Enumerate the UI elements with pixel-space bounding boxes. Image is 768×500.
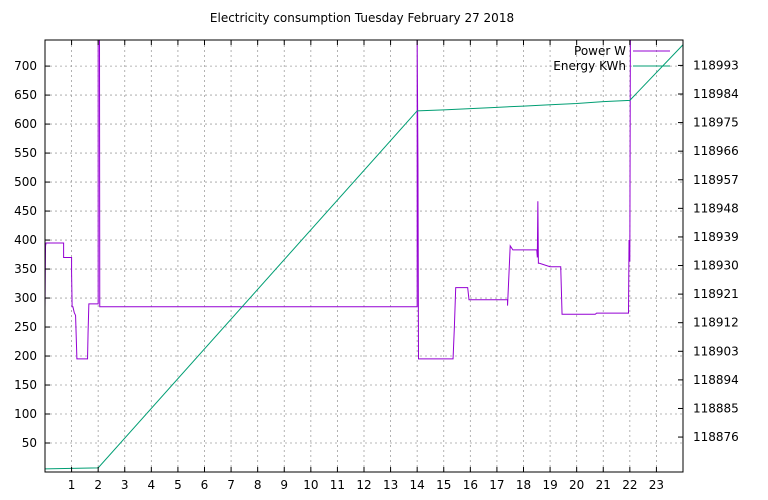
x-tick-label: 19 [542,478,557,492]
y-tick-label: 550 [14,146,37,160]
y-tick-label: 650 [14,88,37,102]
x-tick-label: 8 [254,478,262,492]
y-tick-label: 600 [14,117,37,131]
x-tick-label: 1 [68,478,76,492]
y2-tick-label: 118993 [693,58,739,72]
y-tick-label: 200 [14,349,37,363]
y2-tick-label: 118912 [693,316,739,330]
y-tick-label: 450 [14,204,37,218]
x-tick-label: 16 [463,478,478,492]
x-tick-label: 23 [649,478,664,492]
y-tick-label: 300 [14,291,37,305]
series-layer [44,39,684,470]
y-tick-label: 250 [14,320,37,334]
x-tick-label: 5 [174,478,182,492]
y-tick-label: 500 [14,175,37,189]
legend-label: Energy KWh [553,59,626,73]
x-tick-label: 17 [489,478,504,492]
grid [45,40,683,472]
x-tick-label: 2 [94,478,102,492]
x-tick-label: 12 [356,478,371,492]
x-tick-label: 6 [201,478,209,492]
y-tick-label: 150 [14,378,37,392]
x-tick-label: 7 [227,478,235,492]
y2-tick-label: 118948 [693,201,739,215]
x-tick-label: 4 [148,478,156,492]
legend-label: Power W [574,44,626,58]
x-tick-label: 14 [410,478,425,492]
x-tick-label: 10 [303,478,318,492]
y2-tick-label: 118894 [693,373,739,387]
y2-tick-label: 118930 [693,259,739,273]
axes: 1 2 3 4 5 6 7 8 9 10 11 12 13 14 15 16 17 18 19 20 21 22 23501… [14,40,739,492]
y2-tick-label: 118939 [693,230,739,244]
y2-tick-label: 118885 [693,401,739,415]
y-tick-label: 350 [14,262,37,276]
x-tick-label: 21 [596,478,611,492]
x-tick-label: 15 [436,478,451,492]
y-tick-label: 50 [22,436,37,450]
y-tick-label: 400 [14,233,37,247]
y2-tick-label: 118876 [693,430,739,444]
x-tick-label: 3 [121,478,129,492]
x-tick-label: 11 [330,478,345,492]
x-tick-label: 9 [280,478,288,492]
chart-title: Electricity consumption Tuesday February… [210,11,514,25]
x-tick-label: 20 [569,478,584,492]
x-tick-label: 18 [516,478,531,492]
y2-tick-label: 118957 [693,173,739,187]
y2-tick-label: 118903 [693,344,739,358]
series-line-energy [44,44,684,470]
y2-tick-label: 118966 [693,144,739,158]
x-tick-label: 22 [622,478,637,492]
y2-tick-label: 118921 [693,287,739,301]
x-tick-label: 13 [383,478,398,492]
series-line-power [44,39,632,360]
y-tick-label: 100 [14,407,37,421]
y-tick-label: 700 [14,59,37,73]
y2-tick-label: 118975 [693,116,739,130]
y2-tick-label: 118984 [693,87,739,101]
